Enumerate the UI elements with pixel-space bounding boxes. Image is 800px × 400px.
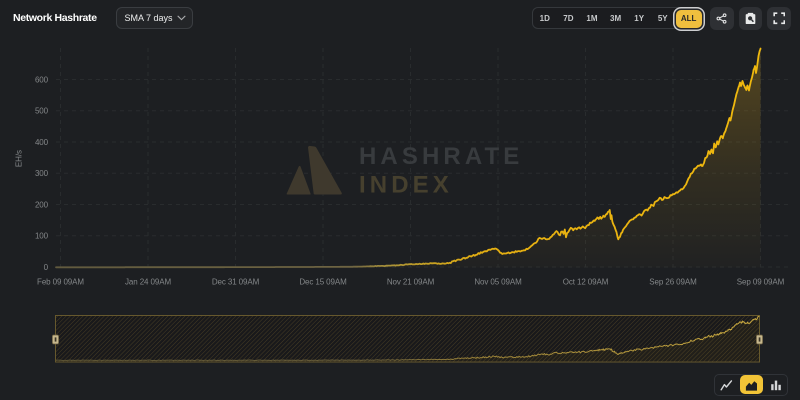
svg-text:HASHRATE: HASHRATE (359, 143, 523, 170)
svg-text:300: 300 (35, 169, 49, 178)
svg-text:Nov 05 09AM: Nov 05 09AM (474, 278, 522, 287)
svg-text:Dec 31 09AM: Dec 31 09AM (212, 278, 260, 287)
svg-text:Oct 12 09AM: Oct 12 09AM (563, 278, 609, 287)
svg-text:Dec 15 09AM: Dec 15 09AM (299, 278, 347, 287)
svg-text:100: 100 (35, 232, 49, 241)
svg-text:Sep 09 09AM: Sep 09 09AM (737, 278, 785, 287)
svg-text:INDEX: INDEX (359, 172, 453, 199)
svg-text:500: 500 (35, 107, 49, 116)
svg-text:Sep 26 09AM: Sep 26 09AM (649, 278, 697, 287)
svg-text:400: 400 (35, 138, 49, 147)
svg-text:EH/s: EH/s (15, 150, 24, 167)
svg-text:600: 600 (35, 75, 49, 84)
svg-text:Nov 21 09AM: Nov 21 09AM (387, 278, 435, 287)
svg-text:0: 0 (44, 263, 49, 272)
svg-text:Jan 24 09AM: Jan 24 09AM (125, 278, 171, 287)
svg-text:200: 200 (35, 200, 49, 209)
svg-text:Feb 09 09AM: Feb 09 09AM (37, 278, 84, 287)
